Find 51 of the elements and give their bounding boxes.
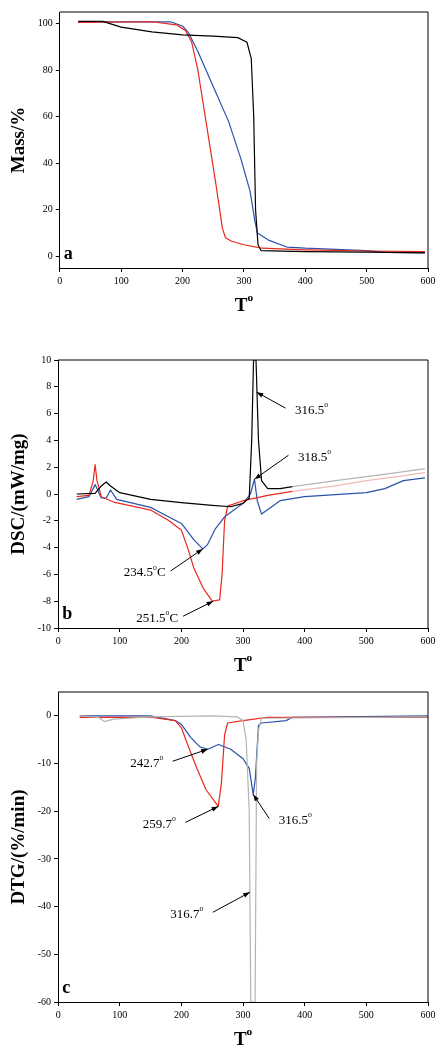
y-tick-label: -20	[37, 804, 52, 816]
y-tick-label: 20	[42, 203, 53, 215]
y-tick-label: 8	[46, 380, 52, 392]
x-tick-label: 300	[235, 634, 251, 646]
x-tick-label: 300	[235, 1008, 251, 1020]
y-tick-label: 60	[42, 110, 53, 122]
y-tick-label: 80	[42, 63, 53, 75]
x-tick-label: 600	[420, 274, 436, 286]
y-tick-label: -60	[37, 995, 52, 1007]
x-tick-label: 400	[297, 274, 313, 286]
x-tick-label: 100	[112, 1008, 128, 1020]
y-tick-label: 40	[42, 156, 53, 168]
y-tick-label: -8	[42, 594, 52, 606]
x-tick-label: 200	[175, 274, 191, 286]
y-tick-label: -6	[42, 568, 52, 580]
y-tick-label: 100	[37, 17, 53, 29]
x-tick-label: 300	[236, 274, 252, 286]
x-tick-label: 200	[173, 1008, 189, 1020]
y-tick-label: -2	[42, 514, 52, 526]
x-tick-label: 100	[113, 274, 129, 286]
annotation: a	[63, 242, 73, 263]
x-tick-label: 400	[297, 634, 313, 646]
y-tick-label: -50	[37, 947, 52, 959]
y-tick-label: 6	[46, 407, 52, 419]
y-tick-label: -40	[37, 900, 52, 912]
annotation: c	[62, 976, 71, 997]
x-tick-label: 600	[420, 1008, 436, 1020]
annotation: b	[62, 602, 73, 623]
x-tick-label: 100	[112, 634, 128, 646]
y-tick-label: 0	[47, 249, 53, 261]
y-tick-label: 4	[46, 434, 52, 446]
y-tick-label: 0	[46, 487, 52, 499]
x-tick-label: 0	[55, 1008, 61, 1020]
x-tick-label: 500	[358, 1008, 374, 1020]
y-axis-title: DSC/(mW/mg)	[7, 433, 30, 555]
y-axis-title: DTG/(%/min)	[7, 789, 30, 905]
x-tick-label: 0	[55, 634, 61, 646]
x-tick-label: 0	[57, 274, 63, 286]
x-tick-label: 400	[297, 1008, 313, 1020]
y-tick-label: 2	[46, 460, 52, 472]
y-axis-title: Mass/%	[7, 106, 29, 174]
y-tick-label: 0	[46, 709, 52, 721]
y-tick-label: -10	[37, 621, 52, 633]
y-tick-label: 10	[41, 353, 52, 365]
x-tick-label: 600	[420, 634, 436, 646]
y-tick-label: -30	[37, 852, 52, 864]
x-tick-label: 200	[173, 634, 189, 646]
y-tick-label: -10	[37, 757, 52, 769]
x-tick-label: 500	[358, 634, 374, 646]
x-tick-label: 500	[359, 274, 375, 286]
y-tick-label: -4	[42, 541, 52, 553]
